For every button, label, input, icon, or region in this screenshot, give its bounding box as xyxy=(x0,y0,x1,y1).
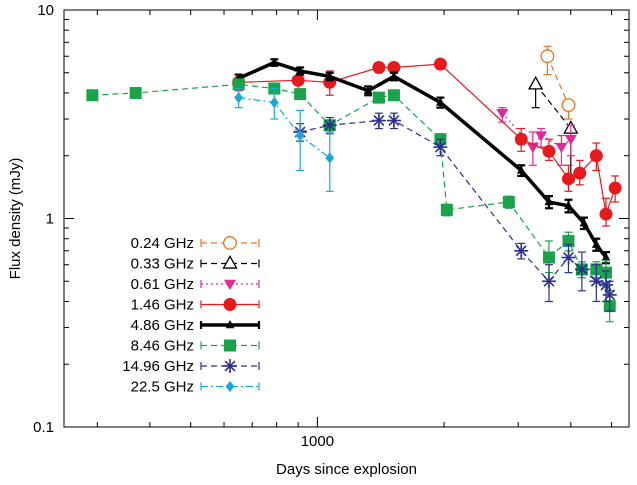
data-point xyxy=(295,130,305,142)
data-point xyxy=(608,181,622,195)
data-point xyxy=(436,97,445,106)
legend-label: 0.33 GHz xyxy=(131,256,194,273)
data-point xyxy=(223,359,237,373)
data-point xyxy=(591,239,601,248)
data-point xyxy=(387,89,400,102)
data-point xyxy=(222,255,238,269)
x-axis-label: Days since explosion xyxy=(276,461,417,478)
series-layer xyxy=(86,45,622,323)
data-point xyxy=(561,98,576,113)
data-point xyxy=(433,57,447,71)
data-point xyxy=(129,86,142,99)
series-4-86-ghz xyxy=(234,57,611,265)
data-point xyxy=(496,108,509,120)
data-point xyxy=(579,218,589,227)
series-0-61-ghz xyxy=(496,107,577,166)
legend-label: 0.24 GHz xyxy=(131,235,194,252)
data-point xyxy=(542,251,555,264)
data-point xyxy=(602,287,617,302)
data-point xyxy=(544,197,554,206)
legend-entry: 4.86 GHz xyxy=(131,317,261,334)
data-point xyxy=(542,144,556,158)
data-point xyxy=(386,113,401,128)
data-point xyxy=(363,85,373,95)
data-point xyxy=(269,57,279,66)
data-point xyxy=(555,142,568,154)
data-point xyxy=(599,277,614,292)
data-point xyxy=(535,131,548,142)
legend-label: 14.96 GHz xyxy=(122,358,194,375)
data-point xyxy=(561,172,575,186)
series-line xyxy=(92,83,611,307)
data-point xyxy=(232,78,245,91)
data-point xyxy=(601,252,611,261)
data-point xyxy=(514,243,529,258)
axes-layer: 0.1 1 10 1000 xyxy=(33,2,629,450)
data-point xyxy=(295,66,305,75)
y-tick-label: 10 xyxy=(37,2,54,19)
data-point xyxy=(225,320,235,329)
data-point xyxy=(564,135,577,146)
data-point xyxy=(589,149,603,163)
legend-label: 0.61 GHz xyxy=(131,276,194,293)
x-tick-label: 1000 xyxy=(301,433,334,450)
data-point xyxy=(502,195,515,208)
legend: 0.24 GHz 0.33 GHz 0.61 GHz 1.46 GHz 4.86 GHz… xyxy=(122,235,261,396)
series-0-33-ghz xyxy=(528,75,579,183)
data-point xyxy=(294,88,307,101)
data-point xyxy=(325,71,335,80)
data-point xyxy=(573,166,587,180)
data-point xyxy=(86,89,99,102)
legend-entry: 22.5 GHz xyxy=(131,379,260,396)
data-point xyxy=(225,381,235,392)
data-point xyxy=(322,118,337,133)
data-point xyxy=(540,49,555,64)
legend-label: 8.46 GHz xyxy=(131,338,194,355)
series-line xyxy=(238,97,331,159)
data-point xyxy=(372,91,385,104)
data-point xyxy=(371,113,386,128)
legend-entry: 1.46 GHz xyxy=(131,297,260,314)
series-14-96-ghz xyxy=(293,112,617,312)
y-tick-label: 1 xyxy=(46,211,54,228)
data-point xyxy=(325,152,335,164)
y-axis-label: Flux density (mJy) xyxy=(7,158,24,280)
data-point xyxy=(440,203,453,216)
data-point xyxy=(223,236,237,250)
series-line xyxy=(501,112,572,148)
data-point xyxy=(528,75,544,90)
legend-entry: 0.61 GHz xyxy=(131,276,260,293)
data-point xyxy=(234,92,244,104)
data-point xyxy=(269,97,279,109)
legend-label: 1.46 GHz xyxy=(131,297,194,314)
data-point xyxy=(564,200,573,210)
data-point xyxy=(433,140,448,155)
series-line xyxy=(546,56,570,106)
legend-label: 22.5 GHz xyxy=(131,379,194,396)
data-point xyxy=(372,60,386,74)
data-point xyxy=(541,274,556,289)
series-0-24-ghz xyxy=(540,45,576,120)
y-tick-label: 0.1 xyxy=(33,419,54,436)
data-point xyxy=(516,165,526,174)
series-1-46-ghz xyxy=(232,57,622,227)
data-point xyxy=(291,73,305,87)
data-point xyxy=(389,71,399,80)
legend-entry: 14.96 GHz xyxy=(122,358,260,375)
data-point xyxy=(561,250,576,265)
data-point xyxy=(223,298,237,311)
data-point xyxy=(599,207,613,221)
data-point xyxy=(574,262,589,277)
data-point xyxy=(514,132,528,146)
data-point xyxy=(224,339,236,352)
legend-label: 4.86 GHz xyxy=(131,317,194,334)
data-point xyxy=(224,279,236,290)
legend-entry: 8.46 GHz xyxy=(131,338,260,355)
legend-entry: 0.33 GHz xyxy=(131,255,260,273)
data-point xyxy=(387,60,401,74)
legend-entry: 0.24 GHz xyxy=(131,235,260,252)
series-22-5-ghz xyxy=(234,87,335,192)
